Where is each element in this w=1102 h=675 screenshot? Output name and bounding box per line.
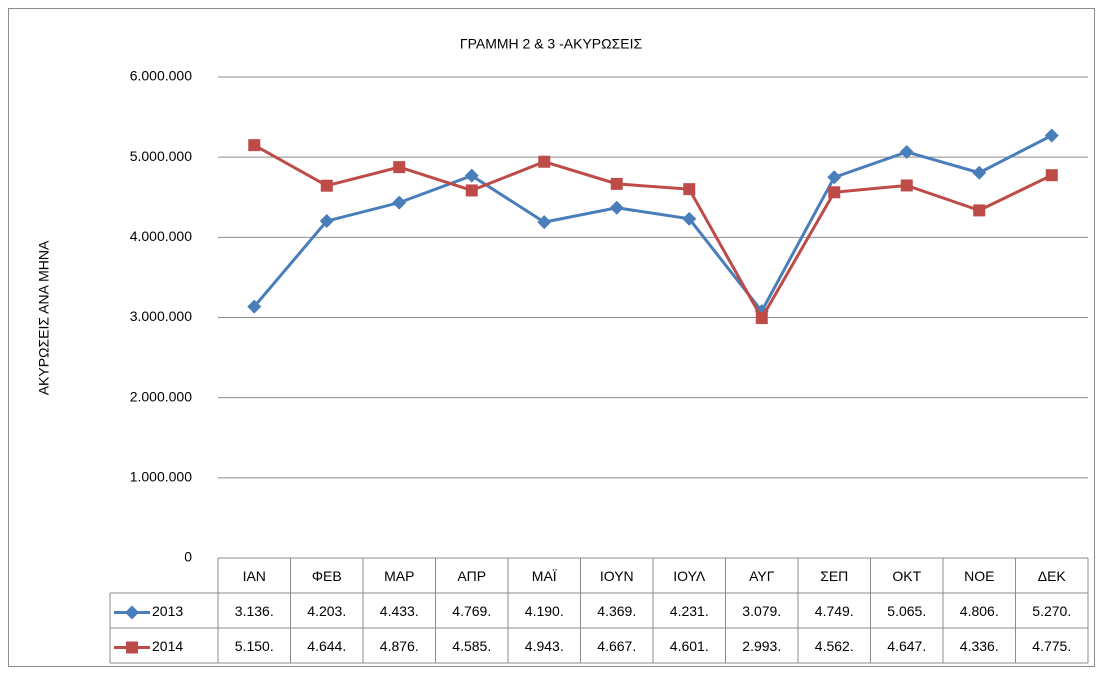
data-point	[320, 179, 333, 192]
y-tick-label: 0	[184, 549, 192, 565]
data-point	[319, 214, 334, 229]
data-point	[538, 155, 551, 168]
data-point	[900, 179, 913, 192]
data-point	[828, 186, 841, 199]
legend-marker	[126, 641, 138, 654]
x-tick-label: ΔΕΚ	[1038, 568, 1067, 584]
y-tick-label: 5.000.000	[130, 148, 192, 164]
legend-marker	[125, 605, 139, 620]
table-value: 4.775.	[1032, 638, 1071, 654]
data-point	[1044, 128, 1059, 143]
table-value: 4.562.	[815, 638, 854, 654]
table-value: 4.749.	[815, 603, 854, 619]
table-value: 4.231.	[670, 603, 709, 619]
y-tick-label: 4.000.000	[130, 228, 192, 244]
table-value: 4.876.	[380, 638, 419, 654]
data-point	[682, 211, 697, 226]
data-point	[610, 177, 623, 190]
table-value: 4.585.	[452, 638, 491, 654]
x-tick-label: ΦΕΒ	[312, 568, 342, 584]
table-value: 4.369.	[597, 603, 636, 619]
x-tick-label: ΙΑΝ	[243, 568, 266, 584]
x-tick-label: ΝΟΕ	[964, 568, 994, 584]
chart-border	[8, 8, 1095, 667]
y-tick-label: 1.000.000	[130, 469, 192, 485]
x-tick-label: ΙΟΥΛ	[673, 568, 706, 584]
x-tick-label: ΙΟΥΝ	[600, 568, 634, 584]
table-value: 4.190.	[525, 603, 564, 619]
table-value: 5.150.	[235, 638, 274, 654]
x-tick-label: ΑΥΓ	[749, 568, 775, 584]
table-value: 4.943.	[525, 638, 564, 654]
x-tick-label: ΜΑΡ	[384, 568, 414, 584]
table-value: 5.270.	[1032, 603, 1071, 619]
x-tick-label: ΣΕΠ	[820, 568, 848, 584]
table-value: 4.433.	[380, 603, 419, 619]
data-point	[899, 144, 914, 159]
x-tick-label: ΜΑΪ	[532, 568, 557, 584]
table-value: 4.601.	[670, 638, 709, 654]
table-value: 4.647.	[887, 638, 926, 654]
table-value: 4.769.	[452, 603, 491, 619]
table-value: 2.993.	[742, 638, 781, 654]
table-value: 4.203.	[307, 603, 346, 619]
data-point	[609, 200, 624, 215]
data-point	[1045, 169, 1058, 182]
data-point	[393, 161, 406, 174]
y-tick-label: 2.000.000	[130, 388, 192, 404]
table-value: 3.079.	[742, 603, 781, 619]
data-point	[464, 168, 479, 183]
y-axis-title: ΑΚΥΡΩΣΕΙΣ ΑΝΑ ΜΗΝΑ	[36, 240, 52, 395]
table-value: 4.667.	[597, 638, 636, 654]
table-value: 4.644.	[307, 638, 346, 654]
legend-label: 2013	[152, 603, 183, 619]
legend-label: 2014	[152, 638, 183, 654]
table-value: 4.336.	[960, 638, 999, 654]
data-point	[755, 312, 768, 325]
series-line	[253, 143, 1053, 322]
data-point	[247, 299, 262, 314]
chart-title: ΓΡΑΜΜΗ 2 & 3 -ΑΚΥΡΩΣΕΙΣ	[460, 36, 643, 52]
x-tick-label: ΟΚΤ	[892, 568, 921, 584]
data-point	[827, 170, 842, 185]
table-value: 3.136.	[235, 603, 274, 619]
data-point	[392, 195, 407, 210]
x-tick-label: ΑΠΡ	[457, 568, 486, 584]
data-point	[248, 139, 261, 152]
table-value: 5.065.	[887, 603, 926, 619]
table-value: 4.806.	[960, 603, 999, 619]
y-tick-label: 3.000.000	[130, 308, 192, 324]
series-line	[253, 134, 1053, 314]
data-point	[972, 165, 987, 180]
data-point	[683, 183, 696, 196]
data-point	[465, 184, 478, 197]
data-point	[973, 204, 986, 217]
y-tick-label: 6.000.000	[130, 68, 192, 84]
data-point	[537, 215, 552, 230]
